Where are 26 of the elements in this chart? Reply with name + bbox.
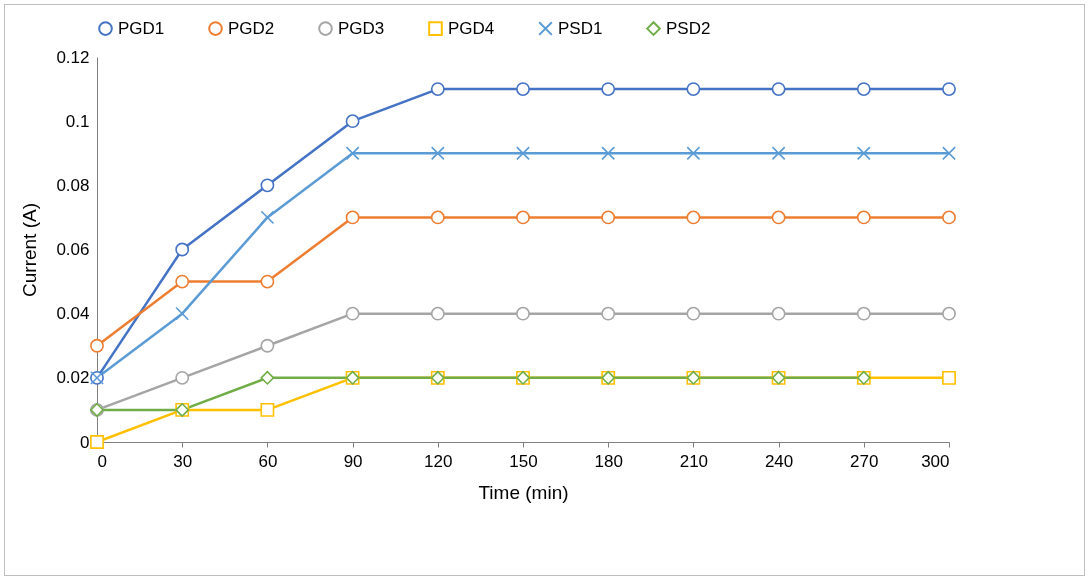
x-tick-label: 30 — [173, 451, 193, 471]
x-tick-label: 60 — [258, 451, 278, 471]
legend-label: PSD1 — [558, 18, 603, 38]
y-tick-label: 0.08 — [56, 175, 90, 195]
x-tick-label: 120 — [424, 451, 453, 471]
y-axis-title: Current (A) — [19, 203, 41, 297]
y-tick-label: 0.04 — [56, 304, 90, 324]
y-tick-label: 0.12 — [56, 47, 90, 67]
x-tick-label: 150 — [509, 451, 538, 471]
legend-label: PGD3 — [338, 18, 385, 38]
x-tick-label: 210 — [679, 451, 709, 471]
x-tick-label: 90 — [343, 451, 363, 471]
legend-label: PSD2 — [666, 18, 711, 38]
x-tick-label: 180 — [594, 451, 623, 471]
y-tick-label: 0 — [80, 432, 90, 452]
y-tick-label: 0.1 — [65, 111, 90, 131]
x-tick-label: 300 — [921, 451, 950, 471]
y-tick-label: 0.02 — [56, 368, 90, 388]
y-tick-label: 0.06 — [56, 240, 90, 259]
x-tick-label: 270 — [850, 451, 879, 471]
x-tick-label: 0 — [97, 451, 107, 471]
x-tick-label: 240 — [764, 451, 794, 471]
x-axis-title: Time (min) — [478, 481, 569, 503]
legend-label: PGD2 — [228, 18, 275, 38]
legend-label: PGD1 — [118, 18, 165, 38]
legend-label: PGD4 — [448, 18, 495, 38]
